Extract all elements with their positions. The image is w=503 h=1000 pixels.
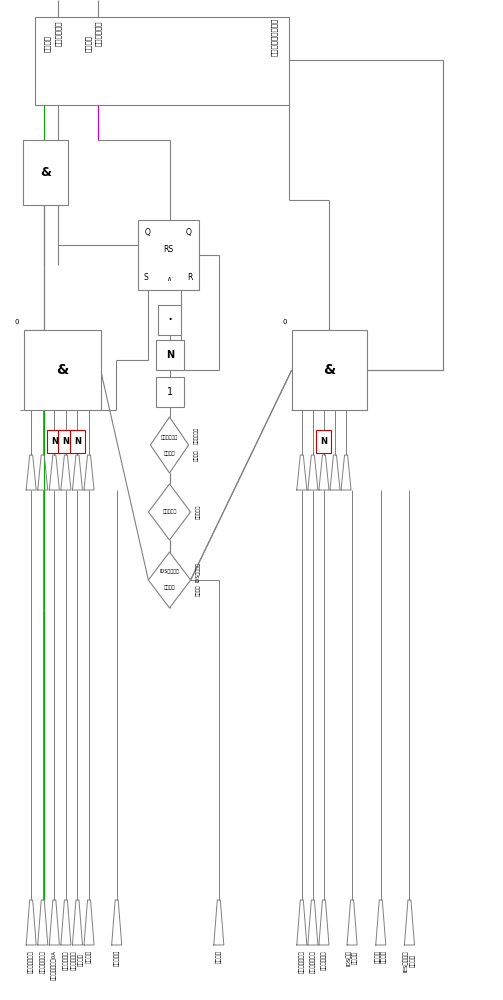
Text: S: S <box>143 273 148 282</box>
Text: IDS确认确认: IDS确认确认 <box>159 570 180 574</box>
Bar <box>24 330 101 410</box>
Text: Q: Q <box>186 228 192 237</box>
Bar <box>158 305 181 335</box>
Text: 中压开关电流为0A: 中压开关电流为0A <box>51 950 57 980</box>
Text: 电源故障: 电源故障 <box>86 950 92 963</box>
Polygon shape <box>148 484 191 540</box>
Text: 隔离小车电机驱动器: 隔离小车电机驱动器 <box>271 18 278 56</box>
Text: 中压开关事故
故障信号: 中压开关事故 故障信号 <box>71 950 83 970</box>
Text: &: & <box>40 166 51 179</box>
Text: &: & <box>56 363 68 377</box>
Bar <box>156 377 184 407</box>
Text: IES确认闭锁
信号正确: IES确认闭锁 信号正确 <box>403 950 415 972</box>
Text: IDS确认确认: IDS确认确认 <box>196 562 201 582</box>
Bar <box>156 340 184 370</box>
Text: 中压开关底方位: 中压开关底方位 <box>28 950 34 973</box>
Text: 联锁合闸: 联锁合闸 <box>85 35 92 52</box>
Text: 0: 0 <box>282 319 287 325</box>
Bar <box>58 430 73 453</box>
Bar <box>23 140 68 205</box>
Polygon shape <box>148 552 191 608</box>
Text: ∧: ∧ <box>166 276 171 282</box>
Text: N: N <box>62 437 69 446</box>
Text: 1: 1 <box>166 387 173 397</box>
Bar <box>292 330 367 410</box>
Text: 检修位置指令: 检修位置指令 <box>95 20 102 45</box>
Text: 接地刀闸在分位: 接地刀闸在分位 <box>310 950 316 973</box>
Text: N: N <box>320 437 327 446</box>
Text: N: N <box>74 437 81 446</box>
Text: N: N <box>165 350 174 360</box>
Text: 前提确认: 前提确认 <box>196 584 201 596</box>
Text: N: N <box>51 437 58 446</box>
Text: 授权人登陆: 授权人登陆 <box>196 505 201 519</box>
Text: R: R <box>188 273 193 282</box>
Text: 操作人登退: 操作人登退 <box>114 950 120 966</box>
Text: 授权信号正确: 授权信号正确 <box>321 950 327 970</box>
Text: RS: RS <box>163 245 174 254</box>
Text: 电气回路: 电气回路 <box>194 449 199 461</box>
Text: 解锁控制回路: 解锁控制回路 <box>161 434 178 440</box>
Text: 中压开关故障: 中压开关故障 <box>63 950 69 970</box>
Text: IDS确认
信号正确: IDS确认 信号正确 <box>346 950 358 966</box>
Text: 中压开关在分位: 中压开关在分位 <box>40 950 46 973</box>
Text: 中压开关在分位: 中压开关在分位 <box>299 950 305 973</box>
Text: 复位信号: 复位信号 <box>216 950 222 963</box>
Text: 授权人登陆: 授权人登陆 <box>162 510 177 514</box>
Text: 试验位置指令: 试验位置指令 <box>54 20 61 45</box>
Text: Q: Q <box>144 228 150 237</box>
Text: 保护闭锁
信号正确: 保护闭锁 信号正确 <box>375 950 387 963</box>
Bar <box>70 430 85 453</box>
Text: 电气回路: 电气回路 <box>164 450 175 456</box>
Text: 解锁控制回路: 解锁控制回路 <box>194 426 199 444</box>
Bar <box>316 430 331 453</box>
Bar <box>47 430 62 453</box>
Bar <box>35 17 289 105</box>
Text: &: & <box>323 363 336 377</box>
Bar <box>138 220 199 290</box>
Text: 0: 0 <box>15 319 19 325</box>
Text: ·: · <box>167 311 173 329</box>
Polygon shape <box>150 417 189 473</box>
Text: 分闸允许: 分闸允许 <box>44 35 51 52</box>
Text: 前提确认: 前提确认 <box>164 585 175 590</box>
